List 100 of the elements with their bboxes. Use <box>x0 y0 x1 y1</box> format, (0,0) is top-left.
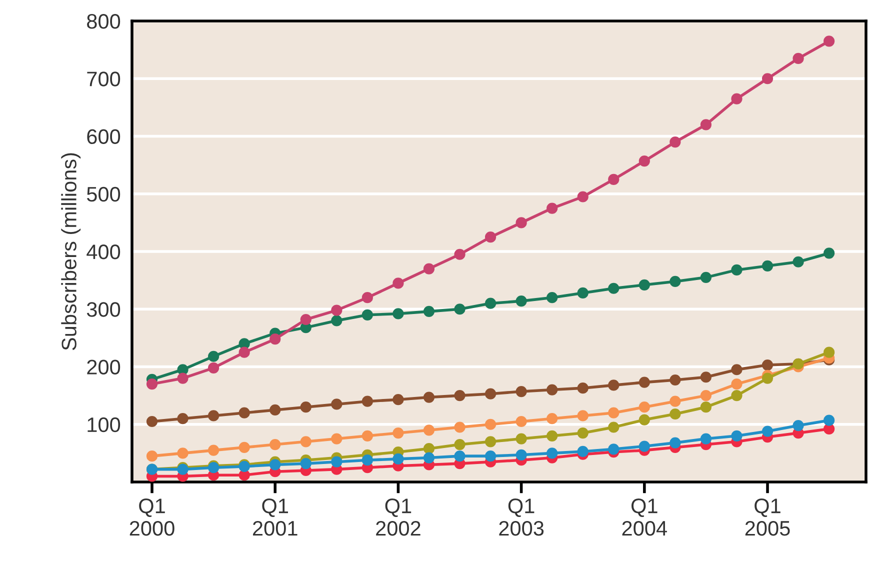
point <box>331 456 342 468</box>
point <box>454 422 466 433</box>
point <box>208 444 220 456</box>
point <box>392 453 404 465</box>
point <box>516 449 527 460</box>
point <box>270 404 281 416</box>
y-tick-label: 400 <box>86 244 120 260</box>
point <box>270 438 281 450</box>
point <box>577 427 588 439</box>
point <box>392 394 404 406</box>
point <box>762 372 774 384</box>
point <box>454 438 466 450</box>
point <box>177 448 188 459</box>
point <box>392 308 404 320</box>
point <box>731 390 742 402</box>
point <box>731 264 742 276</box>
point <box>177 372 188 384</box>
point <box>608 174 620 186</box>
point <box>484 388 496 400</box>
point <box>208 350 220 362</box>
point <box>300 436 312 448</box>
point <box>670 276 681 288</box>
point <box>700 390 712 402</box>
point <box>577 287 588 299</box>
point <box>700 119 712 130</box>
point <box>146 416 158 428</box>
point <box>608 422 620 433</box>
point <box>454 248 466 260</box>
point <box>392 427 404 439</box>
point <box>516 386 527 398</box>
point <box>762 426 774 437</box>
point <box>608 444 620 455</box>
point <box>577 191 588 202</box>
point <box>270 459 281 470</box>
point <box>362 292 373 304</box>
point <box>762 260 774 272</box>
point <box>516 416 527 428</box>
point <box>454 450 466 462</box>
point <box>546 430 558 442</box>
x-tick-label: Q1 2004 <box>622 498 667 536</box>
point <box>423 392 435 403</box>
x-tick-label: Q1 2000 <box>130 498 174 536</box>
point <box>824 248 835 259</box>
point <box>546 413 558 424</box>
point <box>484 418 496 430</box>
point <box>331 304 342 316</box>
point <box>270 334 281 345</box>
point <box>238 442 250 453</box>
point <box>423 452 435 464</box>
point <box>731 430 742 442</box>
point <box>608 380 620 391</box>
y-axis-title: Subscribers (millions) <box>61 153 81 350</box>
point <box>546 202 558 214</box>
y-tick-label: 100 <box>88 417 120 432</box>
point <box>238 407 250 418</box>
point <box>731 378 742 390</box>
point <box>208 410 220 422</box>
point <box>300 402 312 413</box>
point <box>670 408 681 420</box>
point <box>700 272 712 283</box>
point <box>577 446 588 458</box>
point <box>638 155 650 167</box>
point <box>731 364 742 376</box>
point <box>516 217 527 228</box>
y-tick-label: 700 <box>87 72 120 86</box>
point <box>423 306 435 317</box>
x-tick-label: Q1 2002 <box>376 498 420 536</box>
point <box>670 437 681 448</box>
point <box>392 278 404 289</box>
point <box>331 315 342 326</box>
point <box>577 382 588 394</box>
point <box>546 292 558 304</box>
point <box>423 443 435 454</box>
y-tick-label: 600 <box>87 129 120 144</box>
y-tick-label: 800 <box>87 14 120 29</box>
point <box>792 420 804 432</box>
point <box>608 407 620 418</box>
point <box>423 263 435 274</box>
point <box>577 410 588 422</box>
point <box>670 374 681 386</box>
point <box>546 448 558 459</box>
point <box>300 314 312 326</box>
point <box>670 396 681 407</box>
point <box>792 256 804 268</box>
point <box>146 378 158 390</box>
y-tick-label: 200 <box>87 360 120 375</box>
y-tick-label: 500 <box>86 186 120 202</box>
point <box>300 458 312 470</box>
point <box>362 396 373 407</box>
point <box>608 282 620 294</box>
point <box>546 384 558 396</box>
point <box>824 36 835 47</box>
point <box>362 454 373 466</box>
point <box>792 52 804 64</box>
point <box>670 136 681 148</box>
point <box>177 413 188 424</box>
x-tick-label: Q1 2005 <box>745 498 790 536</box>
point <box>516 296 527 307</box>
x-tick-label: Q1 2003 <box>499 498 544 536</box>
point <box>423 424 435 436</box>
